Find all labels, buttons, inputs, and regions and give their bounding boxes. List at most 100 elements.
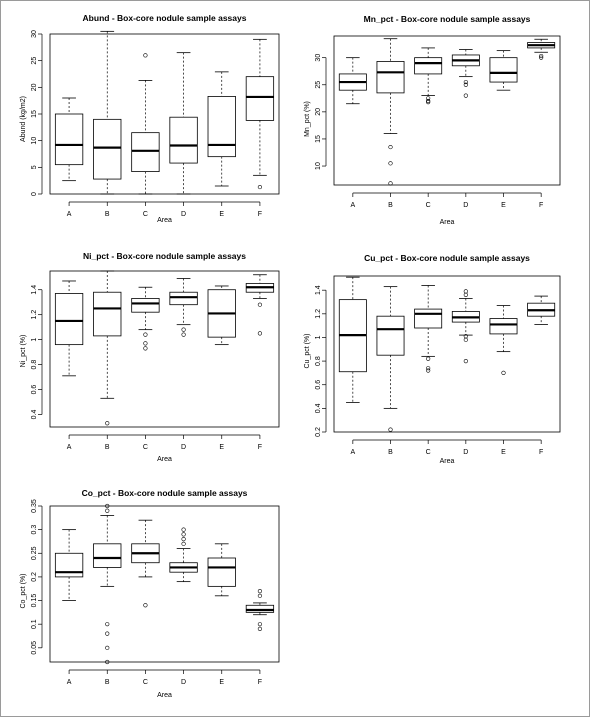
x-tick-label: B xyxy=(105,679,110,686)
outlier-point xyxy=(181,327,186,332)
y-axis-label: Co_pct (%) xyxy=(20,573,27,608)
box-iqr xyxy=(245,76,275,121)
x-tick-label: D xyxy=(181,679,186,686)
box-iqr xyxy=(169,116,198,164)
box-iqr xyxy=(131,132,160,173)
box-iqr xyxy=(489,57,518,83)
box-iqr xyxy=(131,298,160,313)
x-tick-label: A xyxy=(350,202,355,209)
x-tick-label: F xyxy=(539,202,543,209)
x-tick-label: A xyxy=(67,679,72,686)
x-tick-label: A xyxy=(350,449,355,456)
box-iqr xyxy=(245,604,275,613)
chart-panel-3: Cu_pct - Box-core nodule sample assays 0.… xyxy=(304,253,561,465)
x-tick-label: A xyxy=(67,211,72,218)
outlier-point xyxy=(426,98,431,104)
y-axis-label: Cu_pct (%) xyxy=(304,333,311,368)
x-tick-label: E xyxy=(501,449,506,456)
y-axis-label: Ni_pct (%) xyxy=(20,335,27,368)
y-tick-label: 0.3 xyxy=(31,525,38,535)
y-tick-label: 0.8 xyxy=(31,360,38,370)
y-tick-label: 1.2 xyxy=(315,309,322,319)
y-tick-label: 15 xyxy=(31,110,38,118)
box-iqr xyxy=(54,113,84,166)
outlier-point xyxy=(181,541,186,546)
outlier-point xyxy=(463,93,468,98)
outlier-point xyxy=(105,503,110,509)
box-iqr xyxy=(207,96,236,158)
y-tick-label: 25 xyxy=(31,57,38,65)
plot-area xyxy=(333,275,561,433)
y-tick-label: 1.4 xyxy=(315,285,322,295)
chart-panel-2: Ni_pct - Box-core nodule sample assays 0.… xyxy=(20,251,280,463)
chart-title: Cu_pct - Box-core nodule sample assays xyxy=(364,253,530,263)
x-tick-label: C xyxy=(143,444,148,451)
y-axis-label: Mn_pct (%) xyxy=(304,101,311,137)
x-tick-label: F xyxy=(258,444,262,451)
box-iqr xyxy=(54,552,84,578)
y-tick-label: 0.05 xyxy=(31,641,38,655)
outlier-point xyxy=(257,622,263,627)
outlier-point xyxy=(143,603,148,608)
box-iqr xyxy=(489,318,518,335)
outlier-point xyxy=(257,184,263,190)
y-tick-label: 1.4 xyxy=(31,285,38,295)
outlier-point xyxy=(257,302,263,307)
y-tick-label: 0.2 xyxy=(315,427,322,437)
box-iqr xyxy=(93,543,122,568)
y-tick-label: 10 xyxy=(315,162,322,170)
x-tick-label: C xyxy=(426,449,431,456)
outlier-point xyxy=(181,527,186,532)
outlier-point xyxy=(539,53,544,59)
plot-area xyxy=(49,270,280,428)
outlier-point xyxy=(463,358,468,364)
x-tick-label: B xyxy=(388,449,393,456)
y-tick-label: 1 xyxy=(31,338,38,342)
outlier-point xyxy=(143,341,148,346)
x-tick-label: B xyxy=(105,444,110,451)
outlier-point xyxy=(426,368,431,373)
outlier-point xyxy=(426,356,431,361)
outlier-point xyxy=(181,332,186,337)
y-tick-label: 0 xyxy=(31,192,38,196)
y-tick-label: 0.2 xyxy=(31,572,38,582)
outlier-point xyxy=(257,331,263,336)
outlier-point xyxy=(143,332,148,337)
y-tick-label: 0.4 xyxy=(315,403,322,413)
outlier-point xyxy=(257,593,263,598)
plot-area xyxy=(49,33,280,195)
outlier-point xyxy=(539,55,544,60)
x-axis-label: Area xyxy=(157,692,172,699)
outlier-point xyxy=(181,532,186,537)
x-tick-label: E xyxy=(219,679,224,686)
y-tick-label: 30 xyxy=(31,30,38,38)
chart-panel-1: Mn_pct - Box-core nodule sample assays 10… xyxy=(304,14,561,226)
outlier-point xyxy=(105,421,110,426)
y-tick-label: 1.2 xyxy=(31,310,38,320)
outlier-point xyxy=(105,631,110,636)
x-tick-label: F xyxy=(539,449,543,456)
x-tick-label: E xyxy=(501,202,506,209)
box-iqr xyxy=(376,315,405,356)
y-tick-label: 0.15 xyxy=(31,594,38,608)
outlier-point xyxy=(388,144,393,150)
chart-title: Mn_pct - Box-core nodule sample assays xyxy=(364,14,531,24)
y-tick-label: 5 xyxy=(31,165,38,169)
x-tick-label: B xyxy=(105,211,110,218)
outlier-point xyxy=(105,508,110,513)
outlier-point xyxy=(426,100,431,105)
outlier-point xyxy=(426,366,431,371)
x-tick-label: C xyxy=(143,679,148,686)
y-tick-label: 0.6 xyxy=(31,385,38,395)
plot-area xyxy=(49,505,280,663)
y-tick-label: 10 xyxy=(31,137,38,145)
outlier-point xyxy=(388,427,393,432)
y-tick-label: 0.25 xyxy=(31,546,38,560)
y-tick-label: 0.1 xyxy=(31,619,38,629)
x-tick-label: E xyxy=(219,211,224,218)
outlier-point xyxy=(463,289,468,294)
box-iqr xyxy=(414,308,443,329)
outlier-point xyxy=(501,370,506,376)
outlier-point xyxy=(143,346,148,351)
